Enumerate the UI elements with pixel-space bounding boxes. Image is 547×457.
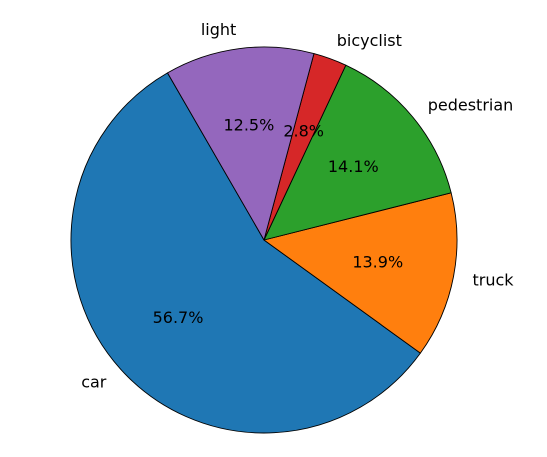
- slice-percent-car: 56.7%: [153, 308, 204, 327]
- slice-percent-truck: 13.9%: [352, 252, 403, 271]
- pie-labels: car 56.7% truck 13.9% pedestrian 14.1% bicycli…: [81, 20, 514, 392]
- slice-label-truck: truck: [473, 271, 515, 290]
- slice-percent-light: 12.5%: [223, 116, 274, 135]
- pie-slice-car: [70, 72, 421, 434]
- pie-slices: [70, 46, 458, 434]
- pie-slice-pedestrian: [263, 64, 452, 241]
- slice-label-car: car: [81, 373, 107, 392]
- slice-percent-bicyclist: 2.8%: [283, 122, 324, 141]
- slice-percent-pedestrian: 14.1%: [328, 157, 379, 176]
- pie-slice-light: [167, 46, 315, 241]
- slice-label-light: light: [201, 20, 236, 39]
- pie-slice-truck: [263, 192, 458, 354]
- slice-label-pedestrian: pedestrian: [428, 95, 514, 114]
- slice-label-bicyclist: bicyclist: [337, 31, 402, 50]
